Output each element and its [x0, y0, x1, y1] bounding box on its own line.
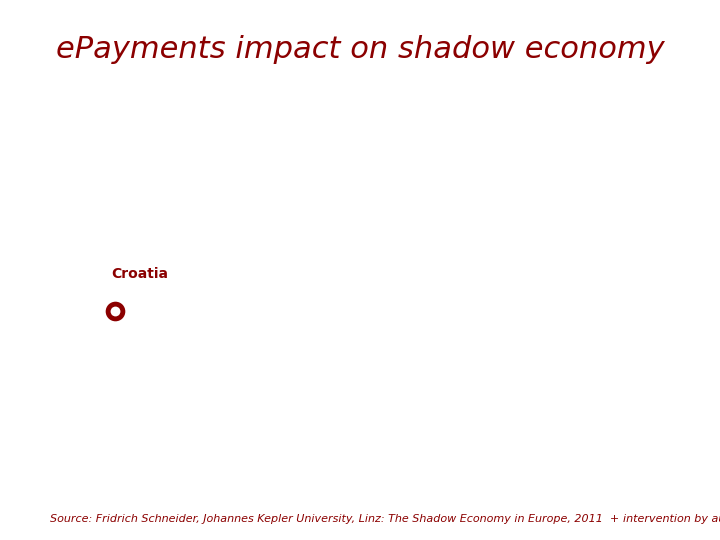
- Text: Source: Fridrich Schneider, Johannes Kepler University, Linz: The Shadow Economy: Source: Fridrich Schneider, Johannes Kep…: [50, 514, 623, 524]
- Text: ePayments impact on shadow economy: ePayments impact on shadow economy: [55, 35, 665, 64]
- Point: [109, 306, 121, 315]
- Text: intervention by author: intervention by author: [623, 514, 720, 524]
- Text: Croatia: Croatia: [112, 267, 168, 281]
- Point: [109, 306, 121, 315]
